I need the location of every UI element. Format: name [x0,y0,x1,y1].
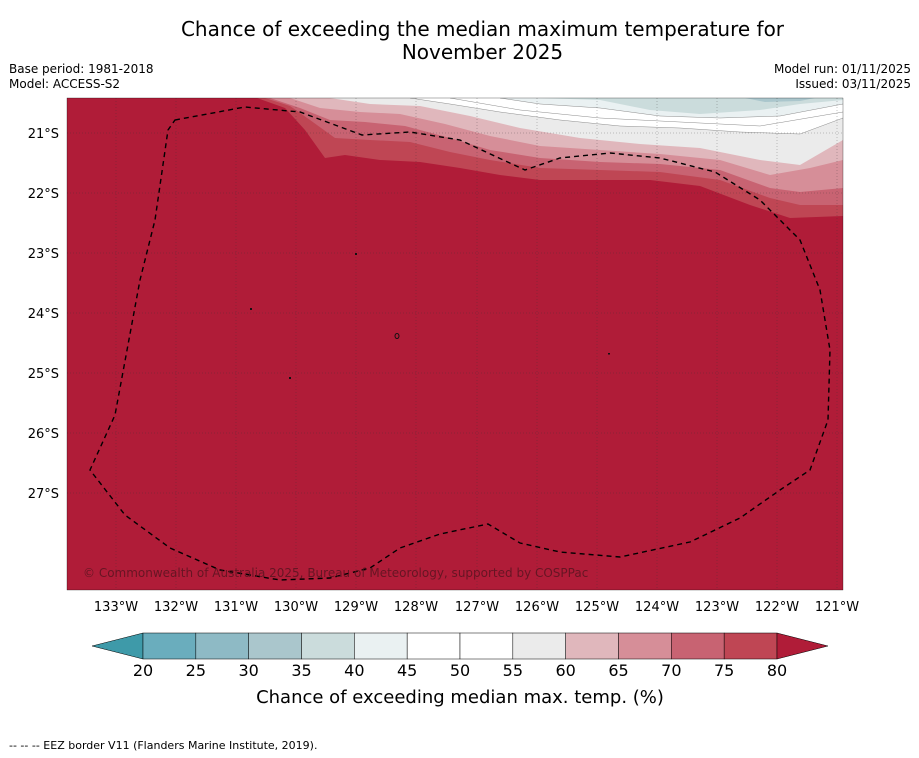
colorbar-tick-label: 75 [714,661,734,680]
contour-45-55 [410,98,843,134]
colorbar-cell [354,632,408,660]
longitude-label: 125°W [575,600,619,615]
colorbar-tick-label: 30 [238,661,258,680]
colorbar-tick-label: 80 [767,661,787,680]
colorbar-tick-label: 65 [608,661,628,680]
contour-40-45 [500,98,843,118]
longitude-label: 122°W [755,600,799,615]
latitude-label: 21°S [28,127,59,142]
meta-left: Base period: 1981-2018 Model: ACCESS-S2 [9,62,154,92]
eez-border [89,106,831,581]
longitude-label: 126°W [515,600,559,615]
copyright-text: © Commonwealth of Australia 2025, Bureau… [83,566,588,580]
contour-60-65 [290,98,843,175]
gridlines [67,98,843,590]
colorbar-cell [618,632,672,660]
longitude-label: 121°W [815,600,859,615]
model-run: Model run: 01/11/2025 [773,62,911,76]
islands [250,253,610,379]
longitude-label: 129°W [334,600,378,615]
chart-title-line2: November 2025 [401,40,564,64]
map-panel: © Commonwealth of Australia 2025, Bureau… [66,97,844,591]
colorbar-cell [248,632,302,660]
colorbar-tick-label: 60 [555,661,575,680]
longitude-label: 123°W [695,600,739,615]
colorbar-label: Chance of exceeding median max. temp. (%… [256,687,664,708]
latitude-label: 24°S [28,307,59,322]
colorbar-cell [459,632,514,660]
colorbar-cell [671,632,725,660]
contour-lines [409,98,843,135]
colorbar-tick-label: 35 [291,661,311,680]
contour-35-40 [540,98,843,114]
colorbar-cells [142,632,778,660]
meta-right: Model run: 01/11/2025 Issued: 03/11/2025 [774,62,911,92]
colorbar-tick-label: 70 [661,661,681,680]
map-frame [66,97,844,591]
contour-70-75 [265,98,843,205]
longitude-label: 124°W [635,600,679,615]
longitude-label: 131°W [214,600,258,615]
longitude-label: 132°W [154,600,198,615]
contour-30-35 [745,98,815,102]
contour-75-80 [257,98,843,218]
chart-title: Chance of exceeding the median maximum t… [0,18,919,64]
colorbar-cell [142,632,197,660]
issued-date: Issued: 03/11/2025 [795,77,911,91]
colorbar-tick-label: 20 [133,661,153,680]
latitude-label: 25°S [28,367,59,382]
colorbar-ticks: 20 25 30 35 40 45 50 55 60 65 70 75 80 [133,661,787,680]
colorbar-tick-label: 55 [503,661,523,680]
latitude-axis: 21°S 22°S 23°S 24°S 25°S 26°S 27°S [28,127,59,502]
model-name: Model: ACCESS-S2 [9,77,121,91]
latitude-label: 26°S [28,427,59,442]
colorbar-tick-label: 45 [397,661,417,680]
longitude-axis: 133°W 132°W 131°W 130°W 129°W 128°W 127°W 126°W… [94,600,859,615]
colorbar-cell [195,632,249,660]
colorbar-under-arrow [91,632,144,660]
colorbar-tick-label: 50 [450,661,470,680]
base-period: Base period: 1981-2018 [9,62,154,76]
colorbar-cell [723,632,778,660]
longitude-label: 130°W [274,600,318,615]
contour-65-70 [270,98,843,192]
longitude-label: 127°W [455,600,499,615]
colorbar-cell [406,632,461,660]
contour-55-60 [330,98,843,165]
colorbar-cell [512,632,566,660]
latitude-label: 23°S [28,247,59,262]
colorbar-cell [565,632,619,660]
probability-contours [257,98,843,218]
colorbar-tick-label: 25 [186,661,206,680]
latitude-label: 22°S [28,187,59,202]
chart-title-line1: Chance of exceeding the median maximum t… [180,17,785,41]
map-background [67,98,843,590]
colorbar: 20 25 30 35 40 45 50 55 60 65 70 75 80 Chance of exc… [91,632,829,708]
colorbar-over-arrow [776,632,829,660]
longitude-label: 128°W [394,600,438,615]
colorbar-cell [301,632,355,660]
latitude-label: 27°S [28,487,59,502]
footer-note: -- -- -- EEZ border V11 (Flanders Marine… [9,739,318,752]
colorbar-tick-label: 40 [344,661,364,680]
longitude-label: 133°W [94,600,138,615]
